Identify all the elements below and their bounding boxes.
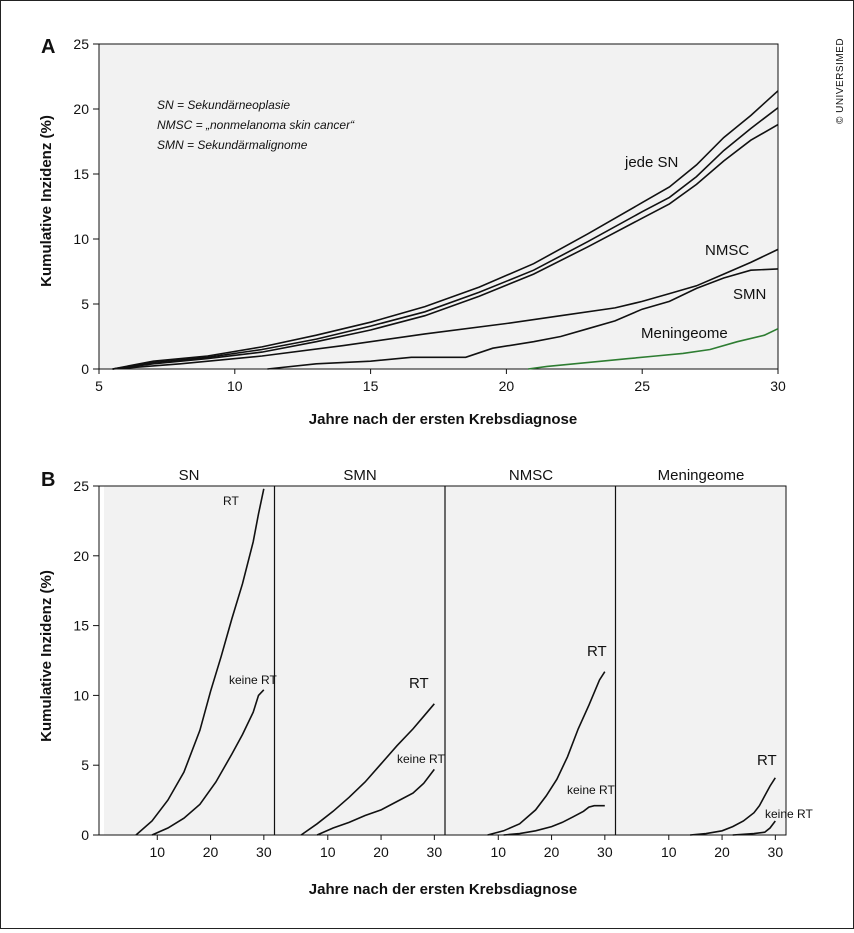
x-tick-label-b: 10	[320, 844, 336, 860]
series-label-nmsc: NMSC	[705, 242, 749, 259]
y-tick-label-b: 0	[81, 827, 89, 843]
plot-area-a	[98, 43, 779, 370]
panel-b: B SN SMN NMSC Meningeome 10 20 30 10 20 30 10 2…	[38, 467, 813, 898]
x-axis-title-a: Jahre nach der ersten Krebsdiagnose	[309, 411, 577, 428]
label-smn-rt: RT	[409, 675, 429, 692]
label-smn-keine-rt: keine RT	[397, 752, 445, 766]
legend-a: SN = Sekundärneoplasie NMSC = „nonmelano…	[157, 98, 355, 152]
facet-title-nmsc: NMSC	[509, 467, 553, 484]
facet-2-line-0	[487, 671, 606, 836]
facet-2: 10 20 30	[445, 486, 616, 860]
facet-3-line-1	[732, 820, 776, 836]
y-tick-label-b: 5	[81, 757, 89, 773]
facet-sn-labels: RT keine RT	[223, 494, 277, 687]
plot-frame-b	[98, 485, 787, 836]
x-tick-label-a: 10	[227, 378, 243, 394]
facet-smn-labels: RT keine RT	[397, 675, 445, 766]
label-sn-keine-rt: keine RT	[229, 673, 277, 687]
series-label-smn: SMN	[733, 286, 766, 303]
x-tick-label-b: 20	[544, 844, 560, 860]
y-tick-label-a: 10	[73, 231, 89, 247]
facet-title-meningeome: Meningeome	[658, 467, 745, 484]
y-tick-label-a: 25	[73, 36, 89, 52]
facet-titles: SN SMN NMSC Meningeome	[179, 467, 745, 484]
series-line-a-1	[112, 107, 779, 370]
x-tick-label-b: 10	[490, 844, 506, 860]
y-tick-label-a: 20	[73, 101, 89, 117]
facet-3: 10 20 30	[615, 486, 786, 860]
x-tick-label-b: 20	[203, 844, 219, 860]
x-tick-label-b: 30	[597, 844, 613, 860]
label-sn-rt: RT	[223, 494, 239, 508]
copyright-text: © UNIVERSIMED	[835, 38, 846, 124]
facet-background-2	[445, 486, 616, 835]
y-tick-label-a: 15	[73, 166, 89, 182]
y-tick-label-b: 10	[73, 687, 89, 703]
facet-title-smn: SMN	[343, 467, 376, 484]
y-tick-label-b: 25	[73, 478, 89, 494]
series-label-meningeome: Meningeome	[641, 325, 728, 342]
y-tick-label-b: 20	[73, 548, 89, 564]
x-tick-label-b: 10	[149, 844, 165, 860]
x-axis-title-b: Jahre nach der ersten Krebsdiagnose	[309, 881, 577, 898]
facet-2-line-1	[503, 804, 605, 836]
x-tick-label-b: 10	[661, 844, 677, 860]
label-nmsc-rt: RT	[587, 643, 607, 660]
y-tick-label-b: 15	[73, 618, 89, 634]
x-tick-label-a: 5	[95, 378, 103, 394]
y-axis-title-b: Kumulative Inzidenz (%)	[38, 570, 55, 742]
series-line-a-3	[112, 248, 779, 370]
legend-entry-nmsc: NMSC = „nonmelanoma skin cancer“	[157, 118, 355, 132]
facet-background-0	[104, 486, 275, 835]
label-nmsc-keine-rt: keine RT	[567, 783, 615, 797]
series-line-a-4	[267, 268, 779, 370]
facet-1: 10 20 30	[274, 486, 445, 860]
facet-meningeome-labels: RT keine RT	[757, 752, 813, 821]
panel-letter-b: B	[41, 469, 55, 491]
series-line-a-0	[112, 90, 779, 370]
facet-panels: 10 20 30 10 20 30 10 20 30 10 20 30 0 5 10 15 20 25	[73, 478, 787, 860]
facet-1-line-0	[300, 703, 435, 836]
facet-0-line-0	[135, 488, 265, 836]
y-tick-label-a: 0	[81, 361, 89, 377]
facet-1-line-1	[316, 768, 435, 836]
series-line-a-2	[112, 123, 779, 370]
x-tick-label-a: 20	[499, 378, 515, 394]
label-meningeome-rt: RT	[757, 752, 777, 769]
legend-entry-smn: SMN = Sekundärmalignome	[157, 138, 308, 152]
facet-nmsc-labels: RT keine RT	[567, 643, 615, 797]
facet-title-sn: SN	[179, 467, 200, 484]
facet-background-1	[274, 486, 445, 835]
series-label-jede-sn: jede SN	[624, 154, 678, 171]
x-tick-label-b: 20	[373, 844, 389, 860]
facet-0: 10 20 30	[104, 486, 275, 860]
series-line-a-5	[527, 327, 779, 370]
legend-entry-sn: SN = Sekundärneoplasie	[157, 98, 290, 112]
y-axis-title-a: Kumulative Inzidenz (%)	[38, 115, 55, 287]
x-tick-label-a: 25	[634, 378, 650, 394]
y-tick-label-a: 5	[81, 296, 89, 312]
x-tick-label-b: 30	[427, 844, 443, 860]
x-tick-label-b: 20	[714, 844, 730, 860]
x-tick-label-b: 30	[768, 844, 784, 860]
x-tick-label-b: 30	[256, 844, 272, 860]
x-tick-label-a: 15	[363, 378, 379, 394]
facet-background-3	[615, 486, 786, 835]
facet-0-line-1	[151, 689, 265, 836]
series-lines-a	[112, 90, 779, 370]
x-tick-label-a: 30	[770, 378, 786, 394]
label-meningeome-keine-rt: keine RT	[765, 807, 813, 821]
panel-letter-a: A	[41, 36, 55, 58]
facet-3-line-0	[690, 777, 776, 836]
